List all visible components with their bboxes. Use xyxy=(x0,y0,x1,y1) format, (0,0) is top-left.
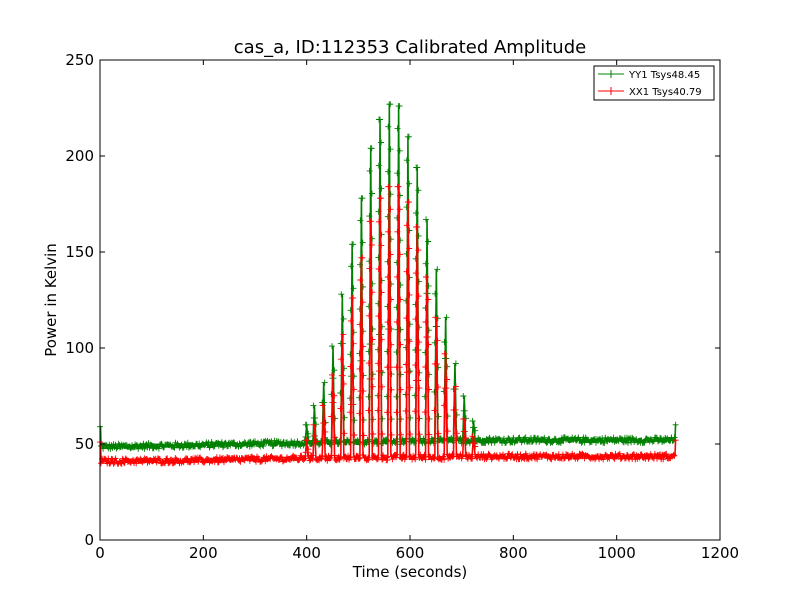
y-tick-label-1: 50 xyxy=(75,435,94,453)
x-tick-label-5: 1000 xyxy=(598,544,636,562)
spike-marker-0-15 xyxy=(440,314,451,444)
spike-marker-0-5 xyxy=(346,241,358,446)
spike-marker-0-8 xyxy=(374,116,386,445)
x-tick-label-2: 400 xyxy=(292,544,321,562)
series-1 xyxy=(97,183,679,468)
spike-marker-0-11 xyxy=(402,133,414,445)
spike-marker-1-11 xyxy=(402,199,414,461)
spike-marker-1-10 xyxy=(393,183,404,461)
y-ticks: 0 50 100 150 200 250 xyxy=(65,51,720,549)
x-tick-label-0: 0 xyxy=(95,544,105,562)
x-tick-label-4: 800 xyxy=(499,544,528,562)
spike-markers-1 xyxy=(301,183,479,462)
x-tick-label-6: 1200 xyxy=(701,544,739,562)
spike-marker-0-12 xyxy=(411,164,423,445)
spike-marker-1-1 xyxy=(309,421,320,462)
legend-entry-yy1: YY1 Tsys48.45 xyxy=(598,70,700,81)
spike-marker-0-2 xyxy=(318,379,329,446)
spike-marker-0-1 xyxy=(309,402,320,446)
x-ticks: 0 200 400 600 800 1000 1200 xyxy=(95,60,739,562)
series-0 xyxy=(97,101,679,452)
y-axis-label: Power in Kelvin xyxy=(42,243,60,357)
legend-label-xx1: XX1 Tsys40.79 xyxy=(629,87,702,98)
spike-marker-0-14 xyxy=(430,266,442,444)
spike-marker-1-16 xyxy=(449,383,460,460)
spike-marker-1-4 xyxy=(336,331,348,461)
spike-marker-1-14 xyxy=(430,314,442,460)
spike-marker-0-17 xyxy=(458,393,469,444)
x-axis-label: Time (seconds) xyxy=(352,563,468,581)
spike-marker-1-13 xyxy=(421,274,433,461)
y-tick-label-5: 250 xyxy=(65,51,94,69)
legend-label-yy1: YY1 Tsys48.45 xyxy=(628,70,700,81)
spike-marker-1-2 xyxy=(318,402,329,462)
spike-marker-1-3 xyxy=(327,371,339,461)
spike-marker-1-0 xyxy=(301,437,312,462)
y-tick-label-4: 200 xyxy=(65,147,94,165)
spike-marker-1-18 xyxy=(468,433,479,460)
spike-marker-1-15 xyxy=(440,350,451,460)
spike-marker-1-5 xyxy=(346,295,358,461)
spike-markers-0 xyxy=(301,101,479,446)
y-tick-label-3: 150 xyxy=(65,243,94,261)
legend-box xyxy=(593,65,715,101)
legend-entry-xx1: XX1 Tsys40.79 xyxy=(598,87,702,98)
y-tick-label-0: 0 xyxy=(84,531,94,549)
x-tick-label-1: 200 xyxy=(189,544,218,562)
spike-marker-0-16 xyxy=(449,360,460,444)
plot-area xyxy=(100,60,720,540)
spike-marker-0-10 xyxy=(393,103,404,445)
spike-marker-1-9 xyxy=(383,183,395,461)
legend: YY1 Tsys48.45 XX1 Tsys40.79 xyxy=(593,65,715,101)
spike-marker-1-8 xyxy=(374,195,386,461)
chart-title: cas_a, ID:112353 Calibrated Amplitude xyxy=(234,37,586,58)
spike-marker-1-12 xyxy=(411,224,423,461)
spike-marker-1-17 xyxy=(458,416,469,460)
spike-marker-0-0 xyxy=(301,421,312,446)
spike-marker-0-7 xyxy=(365,145,377,445)
spike-marker-0-4 xyxy=(336,291,348,446)
spike-marker-1-6 xyxy=(355,254,367,461)
spike-marker-0-9 xyxy=(383,101,395,445)
spike-marker-0-6 xyxy=(355,195,367,446)
x-tick-label-3: 600 xyxy=(396,544,425,562)
y-tick-label-2: 100 xyxy=(65,339,94,357)
spike-marker-0-3 xyxy=(327,343,339,446)
spike-marker-0-18 xyxy=(468,418,479,444)
spike-marker-1-7 xyxy=(365,218,377,461)
spike-marker-0-13 xyxy=(421,216,433,445)
series-layer xyxy=(97,101,679,468)
